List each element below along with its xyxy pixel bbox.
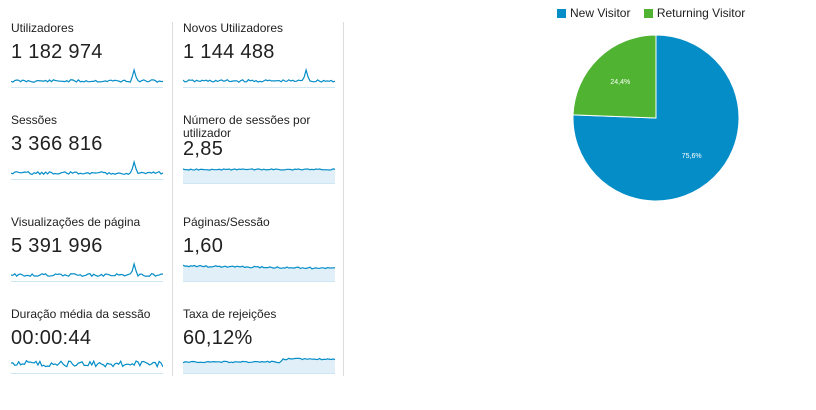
metric-sparkline	[11, 159, 163, 180]
metric-value: 00:00:44	[11, 327, 92, 349]
metric-value: 1,60	[183, 235, 224, 257]
metric-sparkline	[183, 357, 335, 374]
metric-value: 1 182 974	[11, 41, 103, 63]
metric-utilizadores[interactable]: Utilizadores 1 182 974	[11, 22, 171, 108]
metric-sparkline	[183, 67, 335, 88]
sparkline-line	[183, 67, 335, 83]
metric-paginas-sessao[interactable]: Páginas/Sessão 1,60	[183, 216, 343, 302]
metric-sparkline	[183, 168, 335, 184]
column-divider	[172, 22, 173, 376]
metric-novos-utilizadores[interactable]: Novos Utilizadores 1 144 488	[183, 22, 343, 108]
metric-value: 60,12%	[183, 327, 253, 349]
metric-label: Utilizadores	[11, 21, 74, 35]
pie-label-new-visitor: 75,6%	[682, 153, 702, 160]
pie-label-returning-visitor: 24,4%	[610, 79, 630, 86]
metric-visualizacoes-de-pagina[interactable]: Visualizações de página 5 391 996	[11, 216, 171, 302]
sparkline-line	[183, 264, 335, 270]
legend-returning-visitor[interactable]: Returning Visitor	[643, 6, 746, 20]
sparkline-fill	[183, 265, 335, 282]
metric-sessoes[interactable]: Sessões 3 366 816	[11, 114, 171, 200]
legend-swatch-returning-visitor	[643, 9, 653, 18]
metric-label: Taxa de rejeições	[183, 307, 277, 321]
pie-slice-returning-visitor[interactable]	[572, 34, 657, 119]
metric-label: Duração média da sessão	[11, 307, 151, 321]
metric-label: Visualizações de página	[11, 215, 141, 229]
sparkline-line	[11, 159, 163, 176]
metric-sparkline	[11, 67, 163, 88]
metric-sparkline	[11, 261, 163, 282]
metric-value: 5 391 996	[11, 235, 103, 257]
legend-label-returning-visitor: Returning Visitor	[656, 6, 746, 20]
legend-swatch-new-visitor	[557, 9, 566, 18]
metrics-panel: Utilizadores 1 182 974 Novos Utilizadores 1…	[0, 0, 350, 400]
sparkline-line	[11, 261, 163, 278]
sparkline-fill	[183, 358, 335, 374]
metric-value: 1 144 488	[183, 41, 275, 63]
visitor-pie-chart: 75,6% 24,4%	[572, 34, 740, 202]
legend-label-new-visitor: New Visitor	[570, 6, 631, 20]
sparkline-line	[11, 359, 163, 369]
metric-label: Páginas/Sessão	[183, 215, 270, 229]
sparkline-line	[11, 67, 163, 83]
metric-value: 2,85	[183, 138, 224, 160]
metric-label: Novos Utilizadores	[183, 21, 284, 35]
column-divider	[343, 22, 344, 376]
metric-taxa-de-rejeicoes[interactable]: Taxa de rejeições 60,12%	[183, 308, 343, 394]
metric-label: Sessões	[11, 113, 58, 127]
legend-new-visitor[interactable]: New Visitor	[557, 6, 630, 20]
sparkline-fill	[183, 168, 335, 184]
metric-duracao-media-da-sessao[interactable]: Duração média da sessão 00:00:44	[11, 308, 171, 394]
metric-numero-de-sessoes-por-utilizador[interactable]: Número de sessões por utilizador 2,85	[183, 114, 343, 200]
metric-sparkline	[183, 264, 335, 282]
metric-value: 3 366 816	[11, 133, 103, 155]
metric-label: Número de sessões por utilizador	[183, 113, 311, 140]
metric-sparkline	[11, 359, 163, 374]
sparkline-line	[183, 357, 335, 364]
pie-legend: New Visitor Returning Visitor	[557, 6, 755, 20]
sparkline-line	[183, 168, 335, 171]
